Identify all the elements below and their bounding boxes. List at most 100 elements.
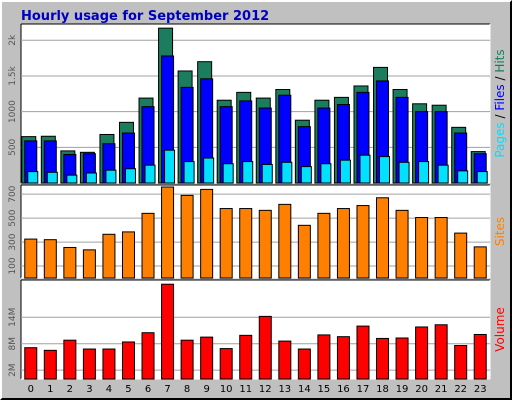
bar-volume	[473, 333, 487, 380]
panel-background	[21, 280, 490, 379]
bar-pages	[66, 174, 78, 184]
bar-volume	[102, 348, 116, 380]
bar-sites	[454, 232, 468, 279]
bar-pages	[105, 169, 117, 184]
bar-sites	[43, 239, 57, 279]
x-tick-label: 1	[47, 384, 53, 395]
bar-volume	[63, 339, 77, 380]
bar-pages	[457, 170, 469, 184]
bar-volume	[141, 332, 155, 380]
side-label-part: Volume	[493, 307, 507, 352]
x-tick-label: 16	[337, 384, 350, 395]
x-tick-label: 13	[278, 384, 291, 395]
side-label-part: /	[493, 73, 507, 85]
x-tick-label: 5	[125, 384, 131, 395]
x-tick-label: 10	[220, 384, 233, 395]
y-tick-label: 100	[8, 257, 18, 274]
bar-sites	[336, 208, 350, 279]
bar-pages	[300, 166, 312, 184]
bar-pages	[124, 168, 136, 184]
bar-volume	[278, 340, 292, 380]
bar-volume	[180, 339, 194, 380]
x-tick-label: 12	[259, 384, 272, 395]
bar-sites	[239, 208, 253, 279]
bar-sites	[161, 186, 175, 279]
bar-sites	[121, 231, 135, 279]
bar-sites	[356, 205, 370, 279]
x-tick-label: 21	[435, 384, 448, 395]
y-tick-label: 700	[8, 185, 18, 202]
bar-volume	[239, 334, 253, 380]
x-tick-label: 7	[164, 384, 170, 395]
bar-pages	[476, 171, 488, 184]
x-tick-label: 2	[67, 384, 73, 395]
bar-sites	[180, 194, 194, 279]
bar-sites	[24, 238, 38, 279]
bar-pages	[320, 163, 332, 184]
y-tick-label: 300	[8, 233, 18, 250]
bar-sites	[102, 233, 116, 279]
x-tick-label: 0	[28, 384, 34, 395]
y-tick-label: 500	[8, 209, 18, 226]
side-label-part: /	[493, 111, 507, 123]
x-tick-label: 19	[396, 384, 409, 395]
x-tick-label: 23	[474, 384, 487, 395]
bar-pages	[27, 171, 39, 184]
bar-pages	[46, 171, 58, 184]
y-tick-label: 1000	[8, 100, 18, 123]
bar-volume	[317, 334, 331, 380]
bar-sites	[278, 203, 292, 279]
side-label-part: Hits	[493, 49, 507, 72]
bar-sites	[473, 246, 487, 279]
x-tick-label: 14	[298, 384, 311, 395]
bar-pages	[242, 161, 254, 184]
bar-volume	[434, 324, 448, 380]
panel-usage: 500 1000 1.5k 2k Pages / Files / Hits	[8, 23, 507, 184]
bar-pages	[339, 159, 351, 184]
bar-pages	[164, 149, 176, 184]
bar-pages	[261, 163, 273, 184]
y-tick-label: 8M	[8, 337, 18, 351]
x-tick-label: 20	[415, 384, 428, 395]
bar-sites	[141, 212, 155, 279]
panel-volume: 2M 8M 14M Volume	[8, 279, 507, 380]
bar-volume	[200, 336, 214, 380]
chart-title: Hourly usage for September 2012	[21, 9, 269, 24]
bar-pages	[183, 161, 195, 184]
bar-pages	[222, 163, 234, 184]
side-label-part: Files	[493, 84, 507, 110]
bar-sites	[317, 212, 331, 279]
bar-pages	[379, 156, 391, 184]
bar-pages	[281, 161, 293, 184]
bar-sites	[434, 217, 448, 279]
bar-volume	[395, 337, 409, 380]
bar-sites	[415, 217, 429, 279]
bar-pages	[418, 161, 430, 184]
bar-volume	[258, 315, 272, 380]
bar-volume	[356, 325, 370, 380]
x-tick-label: 11	[239, 384, 252, 395]
bar-volume	[82, 348, 96, 380]
bar-pages	[398, 161, 410, 184]
x-tick-label: 15	[318, 384, 331, 395]
x-tick-label: 3	[86, 384, 92, 395]
bar-volume	[454, 344, 468, 380]
panel-side-label: Volume	[493, 307, 507, 352]
y-tick-label: 14M	[8, 308, 18, 327]
bar-pages	[203, 157, 215, 184]
y-tick-label: 2k	[8, 34, 18, 46]
x-tick-label: 4	[106, 384, 112, 395]
panel-background	[21, 24, 490, 183]
bar-volume	[297, 348, 311, 380]
bar-volume	[219, 348, 233, 380]
bar-sites	[297, 224, 311, 279]
bar-volume	[161, 283, 175, 380]
x-axis: 0 1 2 3 4 5 6 7 8 9 10 11 12 13 14 15 16 17 18 19 20 21 22 23	[28, 384, 487, 395]
panel-side-label: Pages / Files / Hits	[493, 49, 507, 157]
bar-sites	[258, 209, 272, 279]
panel-background	[21, 185, 490, 278]
side-label-part: Pages	[493, 122, 507, 157]
bar-sites	[219, 208, 233, 279]
bar-volume	[336, 336, 350, 380]
